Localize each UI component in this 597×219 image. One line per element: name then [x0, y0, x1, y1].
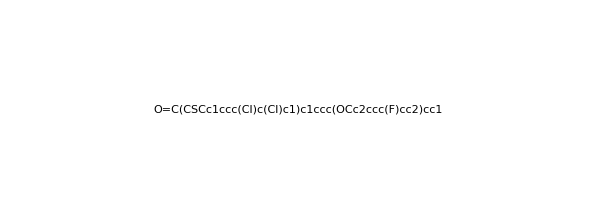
Text: O=C(CSCc1ccc(Cl)c(Cl)c1)c1ccc(OCc2ccc(F)cc2)cc1: O=C(CSCc1ccc(Cl)c(Cl)c1)c1ccc(OCc2ccc(F)… — [154, 104, 443, 115]
